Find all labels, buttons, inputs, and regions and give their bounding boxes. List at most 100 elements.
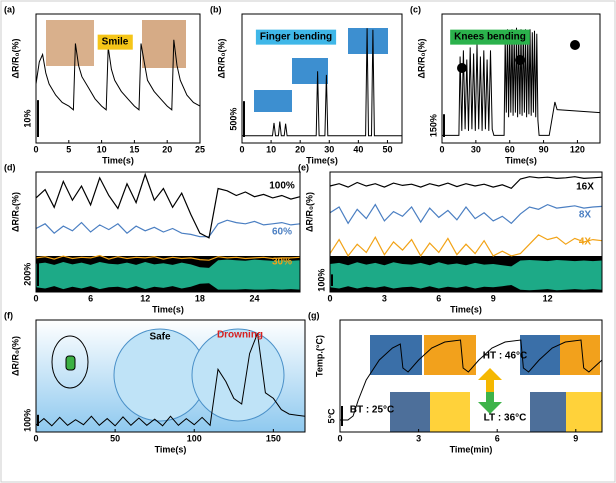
x-tick-label: 50	[110, 433, 120, 443]
line	[242, 28, 402, 137]
scale-bar-label: 150%	[428, 114, 438, 137]
annotation: Smile	[102, 37, 129, 48]
x-tick-label: 9	[491, 293, 496, 303]
panel-label: (d)	[4, 162, 16, 172]
x-tick-label: 10	[97, 144, 107, 154]
plot-frame	[441, 13, 601, 144]
x-tick-label: 150	[266, 433, 281, 443]
x-tick-label: 30	[471, 144, 481, 154]
x-tick-label: 50	[382, 144, 392, 154]
scale-bar-label: 100%	[22, 409, 32, 432]
line	[329, 234, 603, 258]
plot-frame	[241, 13, 403, 144]
line	[442, 27, 601, 136]
line	[340, 339, 603, 421]
panel-label: (b)	[210, 4, 222, 14]
thermal-image	[430, 392, 470, 432]
x-tick-label: 0	[239, 144, 244, 154]
scale-bar-label: 10%	[22, 110, 32, 128]
line	[329, 203, 603, 225]
x-tick-label: 6	[495, 433, 500, 443]
annotation: Knees bending	[454, 32, 526, 43]
scale-bar-label: 100%	[316, 269, 326, 292]
x-tick-label: 40	[353, 144, 363, 154]
annotation: Drowning	[217, 330, 263, 341]
y-axis-label: ΔR/R₀(%)	[304, 192, 314, 232]
panel-label: (g)	[308, 310, 320, 320]
x-tick-label: 120	[570, 144, 585, 154]
annotation-box	[450, 29, 530, 45]
photo	[46, 20, 94, 66]
x-tick-label: 3	[416, 433, 421, 443]
ear-icon	[51, 335, 89, 389]
line	[35, 39, 201, 111]
panel-label: (c)	[410, 4, 421, 14]
panel-label: (e)	[298, 162, 309, 172]
series-label: 60%	[272, 227, 292, 238]
x-axis-label: Time(s)	[450, 304, 482, 314]
scale-bar-label: 5°C	[326, 408, 336, 424]
x-axis-label: Time(s)	[155, 444, 187, 454]
photo	[142, 20, 186, 68]
photo	[254, 90, 292, 112]
x-tick-label: 0	[439, 144, 444, 154]
annotation: HT : 46°C	[483, 351, 528, 362]
thermal-image	[566, 392, 602, 432]
annotation: BT : 25°C	[350, 405, 395, 416]
annotation: LT : 36°C	[484, 413, 527, 424]
line	[35, 219, 301, 238]
x-tick-label: 3	[382, 293, 387, 303]
x-axis-label: Time(s)	[152, 304, 184, 314]
x-tick-label: 20	[295, 144, 305, 154]
photo	[370, 335, 422, 375]
line	[35, 254, 301, 261]
scale-bar-label: 500%	[228, 108, 238, 131]
x-tick-label: 24	[249, 293, 259, 303]
series-label: 4X	[579, 237, 592, 248]
x-axis-label: Time(min)	[450, 444, 493, 454]
x-tick-label: 100	[187, 433, 202, 443]
photo	[292, 58, 328, 84]
arrow-up	[478, 368, 502, 392]
waveform	[36, 259, 300, 290]
x-tick-label: 20	[162, 144, 172, 154]
photo	[530, 392, 566, 432]
waveform	[330, 260, 602, 291]
x-axis-label: Time(s)	[102, 155, 134, 165]
x-tick-label: 90	[539, 144, 549, 154]
x-tick-label: 12	[543, 293, 553, 303]
photo	[348, 28, 388, 54]
annotation: Safe	[149, 332, 171, 343]
y-axis-label: ΔR/R₀(%)	[10, 38, 20, 78]
thermal-image	[560, 335, 600, 375]
x-tick-label: 0	[33, 144, 38, 154]
icon	[570, 40, 580, 50]
x-tick-label: 30	[324, 144, 334, 154]
y-axis-label: ΔR/R₀(%)	[10, 192, 20, 232]
annotation-box	[255, 29, 337, 45]
x-tick-label: 0	[33, 293, 38, 303]
x-tick-label: 12	[140, 293, 150, 303]
panel-label: (f)	[4, 310, 13, 320]
photo	[520, 335, 560, 375]
x-tick-label: 0	[33, 433, 38, 443]
series-label: 16X	[576, 182, 594, 193]
series-label: 100%	[269, 181, 295, 192]
line	[329, 176, 603, 190]
panel-label: (a)	[4, 4, 15, 14]
x-tick-label: 0	[327, 293, 332, 303]
annotation: Finger bending	[260, 32, 332, 43]
annotation-box	[97, 34, 133, 50]
y-axis-label: ΔR/R₀(%)	[416, 38, 426, 78]
x-tick-label: 6	[436, 293, 441, 303]
x-tick-label: 9	[573, 433, 578, 443]
sensor-icon	[65, 355, 76, 371]
plot-frame	[329, 171, 603, 293]
x-tick-label: 5	[66, 144, 71, 154]
scale-bar-label: 200%	[22, 263, 32, 286]
series-label: 8X	[579, 210, 592, 221]
x-tick-label: 15	[129, 144, 139, 154]
plot-frame	[35, 319, 306, 433]
